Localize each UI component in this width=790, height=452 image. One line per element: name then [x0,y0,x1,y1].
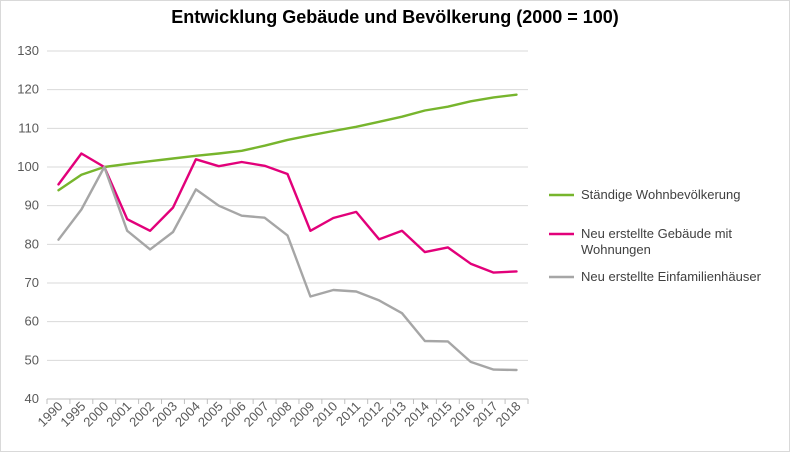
x-tick-label: 2014 [401,399,432,430]
y-tick-label: 100 [17,159,39,174]
legend-label: Ständige Wohnbevölkerung [581,187,741,202]
x-tick-label: 2012 [355,399,386,430]
x-tick-label: 2004 [172,399,203,430]
series-line-1 [57,93,518,192]
y-tick-label: 40 [25,391,39,406]
y-tick-label: 120 [17,82,39,97]
y-tick-label: 80 [25,236,39,251]
chart-title: Entwicklung Gebäude und Bevölkerung (200… [171,7,619,27]
x-tick-label: 2009 [286,399,317,430]
legend-label: Neu erstellte Gebäude mit Wohnungen [581,226,732,257]
x-tick-label: 2015 [424,399,455,430]
x-tick-label: 2000 [80,399,111,430]
x-tick-label: 2008 [264,399,295,430]
x-tick-label: 2013 [378,399,409,430]
x-tick-label: 2018 [493,399,524,430]
x-tick-label: 1995 [57,399,88,430]
series-line-3 [57,165,518,372]
series-line-2 [57,152,518,274]
x-tick-label: 2001 [103,399,134,430]
x-tick-label: 2011 [333,399,363,429]
x-tick-label: 2005 [195,399,226,430]
x-tick-label: 2006 [218,399,249,430]
y-tick-label: 60 [25,314,39,329]
x-tick-label: 2007 [241,399,272,430]
y-tick-label: 110 [18,120,39,135]
x-tick-label: 2002 [126,399,157,430]
x-tick-label: 2016 [447,399,478,430]
legend-label: Neu erstellte Einfamilienhäuser [581,269,762,284]
y-tick-label: 70 [25,275,39,290]
y-tick-label: 50 [25,352,39,367]
x-tick-label: 2003 [149,399,180,430]
y-tick-label: 130 [17,43,39,58]
x-tick-label: 2010 [309,399,340,430]
x-tick-label: 2017 [470,399,501,430]
x-tick-label: 1990 [35,399,66,430]
y-tick-label: 90 [25,198,39,213]
